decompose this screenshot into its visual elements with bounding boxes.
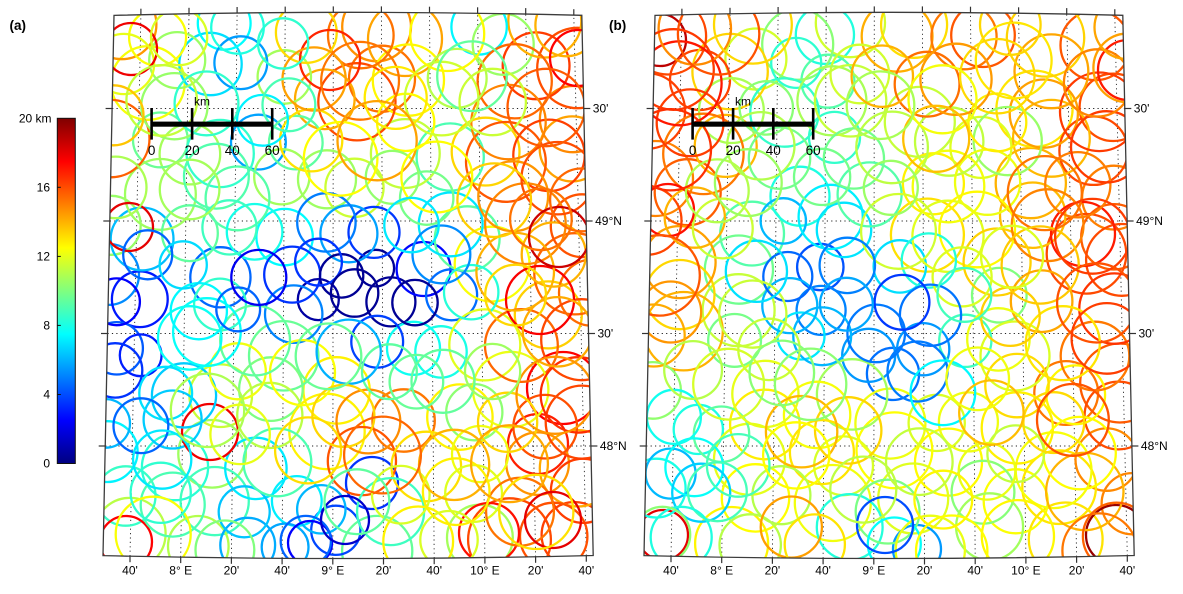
svg-text:40': 40' <box>967 564 983 578</box>
svg-text:0: 0 <box>689 143 697 158</box>
svg-text:40': 40' <box>426 564 442 578</box>
svg-text:8: 8 <box>43 319 50 333</box>
svg-text:30': 30' <box>1134 102 1150 116</box>
svg-text:30': 30' <box>1139 327 1155 341</box>
svg-text:60: 60 <box>265 143 280 158</box>
svg-text:20: 20 <box>185 143 200 158</box>
svg-text:40: 40 <box>225 143 240 158</box>
svg-text:40': 40' <box>122 564 138 578</box>
svg-text:0: 0 <box>43 457 50 471</box>
svg-text:10° E: 10° E <box>470 564 499 578</box>
svg-text:(b): (b) <box>609 18 626 33</box>
svg-text:20': 20' <box>376 564 392 578</box>
svg-text:48°N: 48°N <box>1141 439 1168 453</box>
svg-text:20': 20' <box>765 564 781 578</box>
svg-text:12: 12 <box>37 250 51 264</box>
svg-text:10° E: 10° E <box>1011 564 1040 578</box>
svg-text:9° E: 9° E <box>862 564 885 578</box>
svg-text:20: 20 <box>726 143 741 158</box>
svg-text:40': 40' <box>274 564 290 578</box>
svg-text:9° E: 9° E <box>321 564 344 578</box>
svg-text:20': 20' <box>528 564 544 578</box>
svg-text:40': 40' <box>663 564 679 578</box>
svg-text:40': 40' <box>815 564 831 578</box>
svg-text:16: 16 <box>37 181 51 195</box>
svg-text:20': 20' <box>917 564 933 578</box>
svg-text:0: 0 <box>148 143 156 158</box>
svg-text:60: 60 <box>806 143 821 158</box>
svg-text:(a): (a) <box>10 18 27 33</box>
svg-text:49°N: 49°N <box>1136 214 1163 228</box>
svg-text:49°N: 49°N <box>595 214 622 228</box>
svg-text:40': 40' <box>578 564 594 578</box>
svg-text:8° E: 8° E <box>710 564 733 578</box>
svg-text:8° E: 8° E <box>169 564 192 578</box>
svg-text:48°N: 48°N <box>600 439 627 453</box>
svg-text:20': 20' <box>224 564 240 578</box>
svg-text:20': 20' <box>1069 564 1085 578</box>
svg-text:40: 40 <box>766 143 781 158</box>
svg-text:30': 30' <box>598 327 614 341</box>
svg-text:km: km <box>735 94 751 108</box>
svg-text:km: km <box>194 94 210 108</box>
svg-text:4: 4 <box>43 388 50 402</box>
svg-text:30': 30' <box>593 102 609 116</box>
svg-text:20 km: 20 km <box>19 112 52 126</box>
svg-text:40': 40' <box>1119 564 1135 578</box>
